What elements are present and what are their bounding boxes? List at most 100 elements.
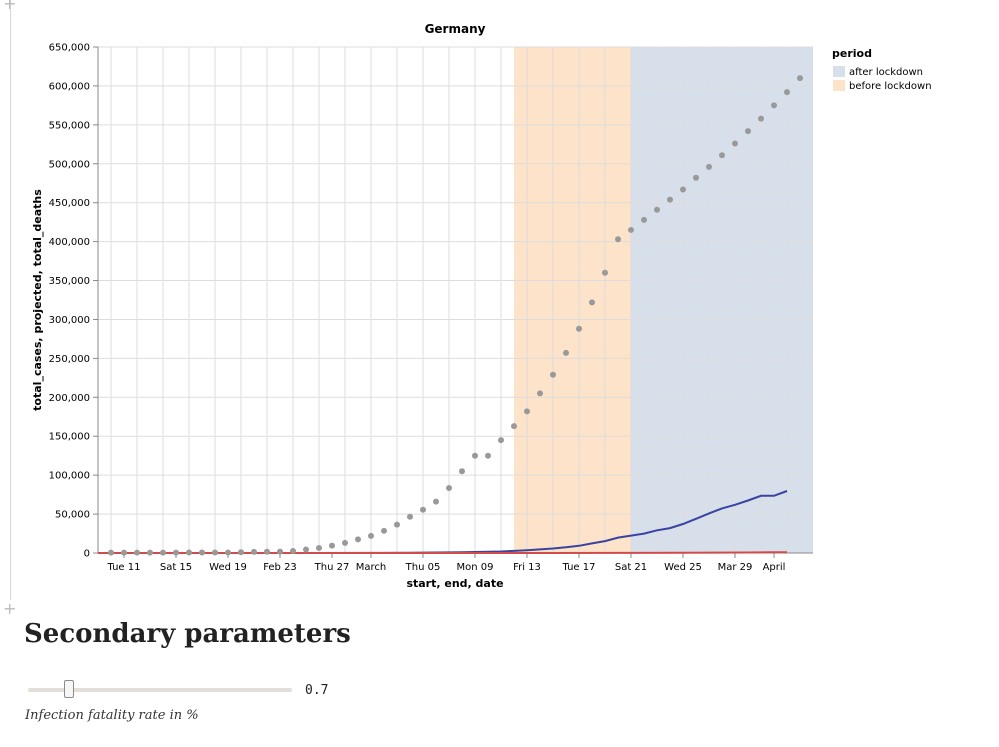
data-point-projected [680,186,686,193]
data-point-projected [732,140,738,147]
data-point-projected [550,371,556,378]
x-tick-label: Thu 27 [314,562,350,573]
band-after-lockdown [631,47,813,553]
data-point-projected [771,102,777,109]
data-point-projected [186,549,192,556]
data-point-projected [693,174,699,181]
data-point-projected [420,506,426,513]
series [98,75,803,556]
legend-swatch [833,66,845,77]
y-tick-label: 400,000 [49,237,90,248]
legend-swatch [833,80,845,91]
data-point-projected [537,390,543,397]
y-tick-label: 250,000 [49,354,90,365]
chart-title: Germany [425,22,486,36]
data-point-projected [225,549,231,556]
y-tick-label: 50,000 [55,510,90,521]
slider-value: 0.7 [305,683,329,698]
data-point-projected [381,527,387,534]
y-axis-label: total_cases, projected, total_deaths [31,189,44,411]
x-tick-label: April [763,562,786,573]
data-point-projected [589,299,595,306]
data-point-projected [264,548,270,555]
data-point-projected [173,549,179,556]
y-tick-label: 500,000 [49,159,90,170]
data-point-projected [368,532,374,539]
data-point-projected [121,549,127,556]
x-tick-label: March [356,562,386,573]
data-point-projected [355,536,361,543]
data-point-projected [654,206,660,213]
data-point-projected [745,128,751,135]
data-point-projected [251,548,257,555]
section-heading: Secondary parameters [24,619,351,649]
data-point-projected [641,216,647,223]
fatality-rate-slider[interactable] [28,680,292,700]
band-before-lockdown [514,47,631,553]
chart: 0 50,000 100,000 150,000 200,000 250,000 300,0… [31,22,932,590]
data-point-projected [459,468,465,475]
data-point-projected [784,89,790,96]
data-point-projected [394,521,400,528]
data-point-projected [628,226,634,233]
cell-add-icon[interactable]: + [3,599,17,618]
data-point-projected [199,549,205,556]
data-point-projected [238,549,244,556]
cell-divider [10,0,11,600]
x-axis-label: start, end, date [406,577,503,590]
data-point-projected [563,349,569,356]
data-point-projected [472,452,478,459]
data-point-projected [719,152,725,159]
x-tick-label: Mar 29 [718,562,753,573]
y-tick-label: 150,000 [49,432,90,443]
y-tick-label: 200,000 [49,393,90,404]
x-tick-label: Feb 23 [263,562,297,573]
data-point-projected [316,544,322,551]
y-tick-label: 350,000 [49,276,90,287]
data-point-projected [329,542,335,549]
x-tick-label: Thu 05 [405,562,441,573]
data-point-projected [433,498,439,505]
x-tick-label: Fri 13 [513,562,541,573]
data-point-projected [160,549,166,556]
data-point-projected [212,549,218,556]
y-tick-label: 100,000 [49,471,90,482]
legend-label: after lockdown [849,67,923,78]
period-bands [514,47,813,553]
data-point-projected [485,452,491,459]
data-point-projected [134,549,140,556]
data-point-projected [290,548,296,555]
grid [98,46,813,554]
data-point-projected [303,546,309,553]
x-tick-label: Sat 15 [160,562,192,573]
data-point-projected [576,325,582,332]
x-tick-label: Tue 17 [562,562,596,573]
data-point-projected [524,408,530,415]
x-tick-label: Wed 19 [209,562,247,573]
data-point-projected [706,163,712,170]
data-point-projected [602,269,608,276]
data-point-projected [147,549,153,556]
data-point-projected [667,196,673,203]
data-point-projected [511,423,517,430]
data-point-projected [758,115,764,122]
cell-add-icon[interactable]: + [3,0,17,13]
data-point-projected [277,548,283,555]
data-point-projected [498,437,504,444]
x-tick-label: Wed 25 [664,562,702,573]
legend-title: period [832,47,872,60]
y-tick-label: 300,000 [49,315,90,326]
legend-label: before lockdown [849,81,932,92]
legend: period after lockdown before lockdown [832,47,932,92]
series-line-total-deaths [98,551,788,554]
x-tick-label: Tue 11 [107,562,141,573]
slider-caption: Infection fatality rate in % [25,708,199,723]
data-point-projected [407,513,413,520]
slider-track[interactable] [28,688,292,692]
y-tick-label: 450,000 [49,198,90,209]
data-point-projected [108,549,114,556]
data-point-projected [446,484,452,491]
y-tick-label: 600,000 [49,81,90,92]
slider-thumb[interactable] [63,680,74,698]
x-tick-label: Mon 09 [457,562,494,573]
